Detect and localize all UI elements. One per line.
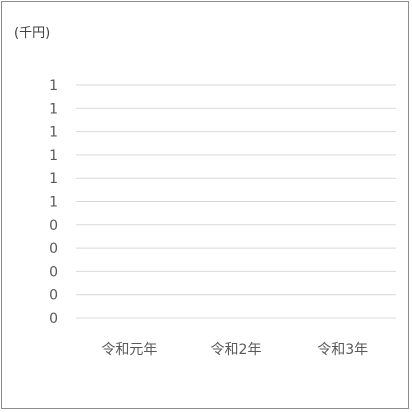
y-tick-label: 1 (49, 78, 58, 94)
y-tick-label: 0 (49, 311, 58, 327)
y-tick-label: 1 (49, 125, 58, 141)
x-category-label: 令和元年 (101, 342, 157, 358)
y-tick-label: 0 (49, 241, 58, 257)
y-tick-label: 1 (49, 195, 58, 211)
x-category-label: 令和2年 (211, 342, 262, 358)
unit-label: (千円) (14, 26, 51, 41)
x-category-label: 令和3年 (317, 342, 368, 358)
y-tick-label: 0 (49, 264, 58, 280)
y-tick-label: 1 (49, 148, 58, 164)
y-tick-label: 1 (49, 171, 58, 187)
y-tick-label: 1 (49, 101, 58, 117)
y-tick-label: 0 (49, 288, 58, 304)
y-tick-label: 0 (49, 218, 58, 234)
